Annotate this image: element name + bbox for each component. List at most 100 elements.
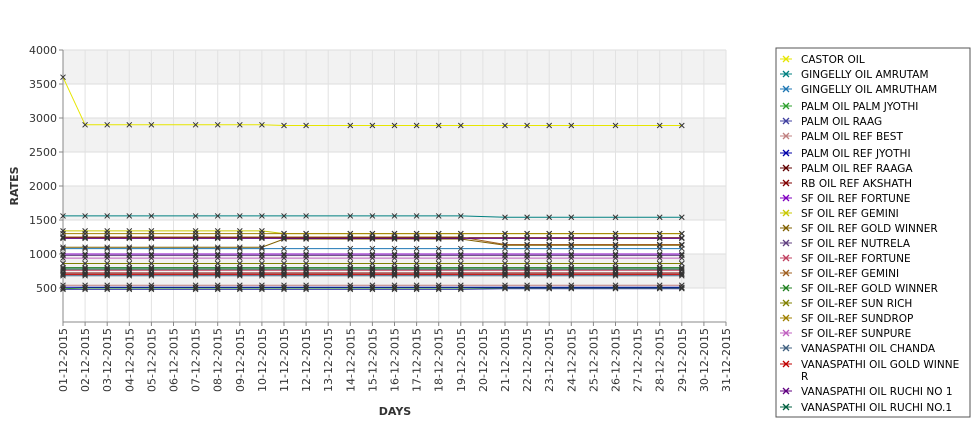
data-point-marker xyxy=(391,213,398,219)
data-point-marker xyxy=(656,230,663,237)
x-tick-label: 16-12-2015 xyxy=(389,328,402,392)
data-point-marker xyxy=(435,245,442,252)
data-point-marker xyxy=(303,235,309,242)
data-point-marker xyxy=(457,284,464,291)
data-point-marker xyxy=(82,272,88,279)
data-point-marker xyxy=(656,122,663,129)
data-point-marker xyxy=(502,264,508,271)
data-point-marker xyxy=(524,282,530,289)
legend-item: VANASPATHI OIL CHANDA xyxy=(780,343,936,355)
legend-label: PALM OIL REF RAAGA xyxy=(801,163,913,175)
data-point-marker xyxy=(236,121,243,128)
data-point-marker xyxy=(457,266,464,272)
data-point-marker xyxy=(502,230,508,237)
data-point-marker xyxy=(391,245,398,252)
legend-item: VANASPATHI OIL RUCHI NO 1 xyxy=(780,386,953,398)
data-point-marker xyxy=(104,245,111,252)
series-line xyxy=(63,215,682,218)
data-point-marker xyxy=(104,284,111,291)
data-point-marker xyxy=(524,266,530,272)
x-tick-label: 01-12-2015 xyxy=(57,328,70,392)
data-point-marker xyxy=(612,266,619,272)
data-point-marker xyxy=(148,272,155,279)
data-point-marker xyxy=(192,286,199,293)
data-point-marker xyxy=(546,272,553,279)
data-point-marker xyxy=(568,214,575,221)
data-point-marker xyxy=(104,272,111,279)
data-point-marker xyxy=(612,272,619,279)
legend-label: PALM OIL RAAG xyxy=(801,116,882,128)
data-point-marker xyxy=(126,266,133,272)
data-point-marker xyxy=(369,213,376,219)
data-point-marker xyxy=(82,121,88,128)
data-point-marker xyxy=(126,286,133,293)
data-point-marker xyxy=(214,255,221,261)
legend-label: GINGELLY OIL AMRUTHAM xyxy=(801,84,937,96)
data-point-marker xyxy=(104,213,111,219)
data-point-marker xyxy=(568,284,575,291)
data-point-marker xyxy=(524,235,530,242)
data-point-marker xyxy=(413,213,420,219)
data-point-marker xyxy=(369,260,376,267)
legend-item: VANASPATHI OIL RUCHI NO.1 xyxy=(780,402,952,414)
x-tick-label: 03-12-2015 xyxy=(101,328,114,392)
data-point-marker xyxy=(82,284,88,291)
x-tick-label: 23-12-2015 xyxy=(543,328,556,392)
legend-item: VANASPATHI OIL GOLD WINNER xyxy=(780,359,959,383)
data-point-marker xyxy=(457,260,464,267)
data-point-marker xyxy=(192,255,199,261)
series-markers xyxy=(60,74,685,293)
data-point-marker xyxy=(369,272,376,279)
data-point-marker xyxy=(502,241,508,248)
legend-label: RB OIL REF AKSHATH xyxy=(801,178,912,190)
x-tick-label: 29-12-2015 xyxy=(676,328,689,392)
data-point-marker xyxy=(347,255,354,261)
data-point-marker xyxy=(457,235,464,242)
data-point-marker xyxy=(678,122,685,129)
legend-label: SF OIL-REF SUN RICH xyxy=(801,298,912,310)
data-point-marker xyxy=(413,266,420,272)
data-point-marker xyxy=(435,272,442,279)
data-point-marker xyxy=(214,260,221,267)
data-point-marker xyxy=(435,251,442,257)
data-point-marker xyxy=(214,245,221,252)
data-point-marker xyxy=(413,122,420,129)
x-tick-label: 30-12-2015 xyxy=(698,328,711,392)
data-point-marker xyxy=(457,245,464,252)
data-point-marker xyxy=(214,266,221,272)
legend-item: SF OIL REF GEMINI xyxy=(780,208,899,220)
data-point-marker xyxy=(502,214,508,221)
data-point-marker xyxy=(126,213,133,219)
legend-label: CASTOR OIL xyxy=(801,54,865,66)
data-point-marker xyxy=(60,272,66,279)
data-point-marker xyxy=(369,266,376,272)
data-point-marker xyxy=(457,271,464,278)
data-point-marker xyxy=(435,230,442,237)
data-point-marker xyxy=(369,284,376,291)
data-point-marker xyxy=(568,230,575,237)
x-tick-label: 06-12-2015 xyxy=(168,328,181,392)
x-tick-label: 25-12-2015 xyxy=(587,328,600,392)
data-point-marker xyxy=(214,213,221,219)
data-point-marker xyxy=(612,214,619,221)
legend-item: SF OIL-REF GOLD WINNER xyxy=(780,283,938,295)
x-tick-label: 18-12-2015 xyxy=(433,328,446,392)
data-point-marker xyxy=(126,235,133,242)
data-point-marker xyxy=(612,282,619,289)
data-point-marker xyxy=(104,235,111,242)
legend-item: SF OIL REF GOLD WINNER xyxy=(780,223,938,235)
data-point-marker xyxy=(303,251,309,257)
x-tick-label: 02-12-2015 xyxy=(79,328,92,392)
data-point-marker xyxy=(236,245,243,252)
data-point-marker xyxy=(369,230,376,237)
data-point-marker xyxy=(435,284,442,291)
data-point-marker xyxy=(192,260,199,267)
data-point-marker xyxy=(281,255,287,261)
data-point-marker xyxy=(303,230,309,237)
legend-label: GINGELLY OIL AMRUTAM xyxy=(801,69,929,81)
data-point-marker xyxy=(457,264,464,271)
data-point-marker xyxy=(214,286,221,293)
data-point-marker xyxy=(82,213,88,219)
data-point-marker xyxy=(524,260,530,267)
data-point-marker xyxy=(82,286,88,293)
